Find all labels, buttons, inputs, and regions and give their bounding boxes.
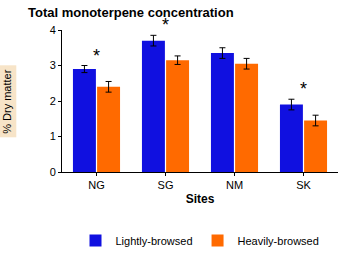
svg-text:Heavily-browsed: Heavily-browsed <box>238 235 319 247</box>
svg-text:Sites: Sites <box>186 192 215 206</box>
svg-text:*: * <box>162 15 169 35</box>
svg-text:4: 4 <box>50 24 56 36</box>
svg-text:NM: NM <box>226 179 243 191</box>
svg-text:NG: NG <box>88 179 105 191</box>
svg-text:3: 3 <box>50 59 56 71</box>
svg-text:SK: SK <box>296 179 311 191</box>
svg-text:0: 0 <box>50 166 56 178</box>
svg-text:*: * <box>300 79 307 99</box>
svg-text:*: * <box>93 46 100 66</box>
svg-text:Total monoterpene concentratio: Total monoterpene concentration <box>28 5 234 20</box>
svg-text:% Dry matter: % Dry matter <box>1 69 13 134</box>
svg-text:SG: SG <box>158 179 174 191</box>
svg-text:Lightly-browsed: Lightly-browsed <box>116 235 193 247</box>
svg-text:2: 2 <box>50 95 56 107</box>
svg-text:1: 1 <box>50 130 56 142</box>
